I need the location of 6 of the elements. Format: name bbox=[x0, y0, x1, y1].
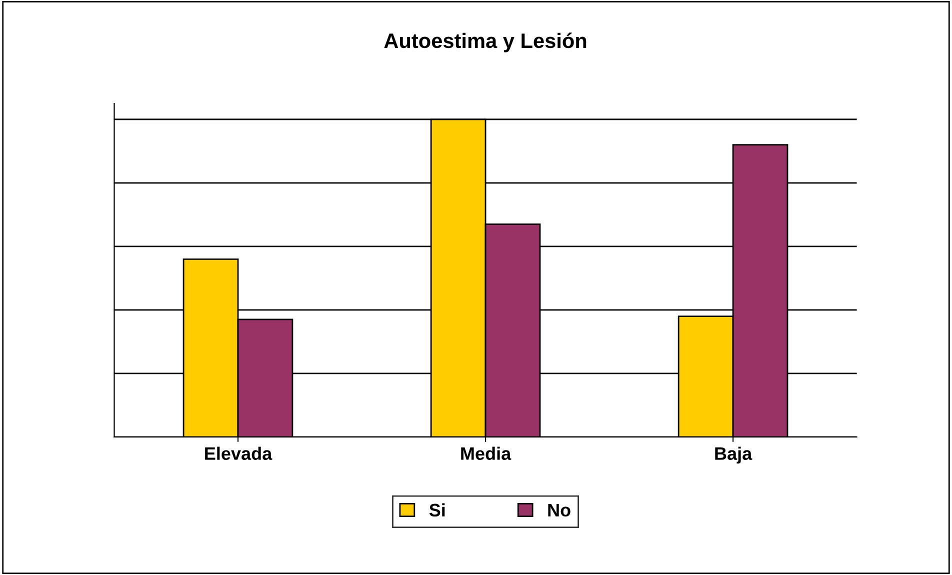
legend-label: Si bbox=[429, 503, 445, 517]
legend-label: No bbox=[548, 504, 570, 517]
x-tick-label: Elevada bbox=[205, 446, 272, 460]
x-tick-label: Media bbox=[461, 446, 512, 460]
chart-title: Autoestima y Lesión bbox=[384, 32, 586, 52]
x-tick-label: Baja bbox=[715, 446, 752, 464]
